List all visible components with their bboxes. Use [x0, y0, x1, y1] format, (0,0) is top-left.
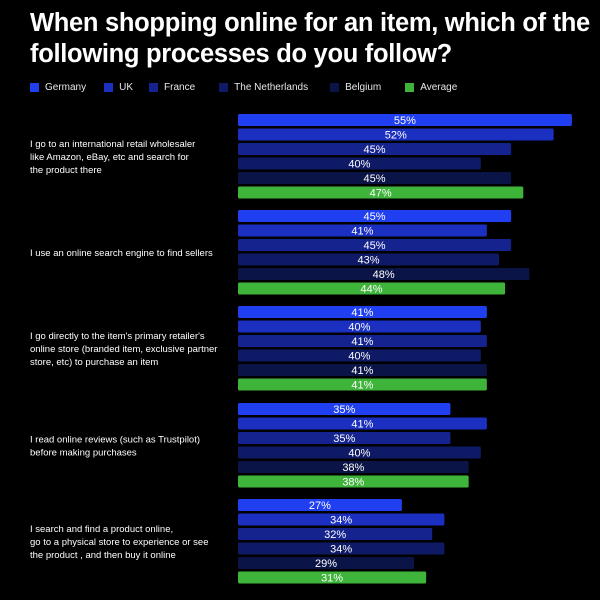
data-label: 38% — [342, 462, 364, 474]
bar-belgium — [238, 364, 487, 376]
category-label: I go to an international retail wholesal… — [30, 139, 195, 176]
data-label: 40% — [348, 322, 370, 334]
data-label: 55% — [394, 115, 416, 127]
data-label: 52% — [385, 130, 407, 142]
data-label: 41% — [351, 365, 373, 377]
legend-label: Belgium — [345, 81, 382, 93]
chart-legend: Germany UK France The Netherlands Belgium Ave… — [30, 80, 457, 94]
legend-label: UK — [119, 81, 134, 93]
legend-item-france: France — [149, 82, 195, 93]
data-label: 41% — [351, 307, 373, 319]
data-label: 27% — [309, 500, 331, 512]
legend-swatch — [149, 82, 159, 92]
bar-uk — [238, 320, 481, 333]
bar-germany — [238, 210, 512, 222]
category-label: I search and find a product online, go to… — [30, 524, 209, 561]
bar-france — [238, 239, 512, 251]
data-label: 29% — [315, 558, 337, 570]
legend-label: The Netherlands — [234, 81, 309, 93]
bar-the-netherlands — [238, 157, 481, 170]
data-label: 45% — [364, 144, 386, 156]
bar-the-netherlands — [238, 253, 500, 266]
legend-item-germany: Germany — [30, 82, 86, 93]
bar-germany — [238, 114, 572, 126]
bar-average — [238, 475, 469, 488]
data-label: 41% — [351, 380, 373, 392]
bar-average — [238, 186, 524, 199]
data-label: 35% — [333, 404, 355, 416]
data-label: 41% — [351, 419, 373, 431]
bar-uk — [238, 128, 554, 141]
data-label: 35% — [333, 433, 355, 445]
bar-average — [238, 378, 487, 391]
data-label: 48% — [373, 269, 395, 281]
data-label: 45% — [364, 240, 386, 252]
legend-label: France — [164, 81, 196, 93]
data-label: 34% — [330, 515, 352, 527]
data-label: 41% — [351, 226, 373, 238]
legend-label: Germany — [45, 81, 87, 93]
bar-the-netherlands — [238, 446, 481, 459]
bar-average — [238, 571, 427, 584]
legend-item-belgium: Belgium — [330, 82, 381, 93]
data-label: 40% — [348, 159, 370, 171]
bar-belgium — [238, 461, 469, 473]
legend-label: Average — [420, 81, 458, 93]
legend-swatch — [104, 82, 114, 92]
data-label: 45% — [364, 211, 386, 223]
bar-germany — [238, 403, 451, 415]
data-label: 45% — [364, 173, 386, 185]
bar-germany — [238, 306, 487, 318]
legend-swatch — [219, 82, 229, 92]
bar-france — [238, 335, 487, 347]
legend-item-the-netherlands: The Netherlands — [219, 82, 308, 93]
bar-belgium — [238, 268, 530, 280]
bar-germany — [238, 499, 402, 511]
category-label: I go directly to the item's primary reta… — [30, 331, 217, 368]
bar-uk — [238, 417, 487, 430]
data-label: 40% — [348, 448, 370, 460]
legend-swatch — [330, 82, 340, 92]
bar-uk — [238, 224, 487, 237]
data-label: 31% — [321, 573, 343, 585]
bar-uk — [238, 513, 445, 526]
legend-item-uk: UK — [104, 82, 133, 93]
bar-france — [238, 143, 512, 155]
bar-average — [238, 282, 506, 295]
data-label: 34% — [330, 544, 352, 556]
bar-the-netherlands — [238, 349, 481, 362]
data-label: 32% — [324, 529, 346, 541]
legend-swatch — [30, 82, 39, 92]
data-label: 43% — [357, 255, 379, 267]
bar-the-netherlands — [238, 542, 445, 555]
bar-france — [238, 432, 451, 444]
data-label: 38% — [342, 477, 364, 489]
legend-item-average: Average — [405, 82, 457, 93]
data-label: 40% — [348, 351, 370, 363]
category-label: I read online reviews (such as Trustpilo… — [30, 434, 200, 458]
legend-swatch — [405, 82, 415, 92]
data-label: 41% — [351, 336, 373, 348]
chart-title: When shopping online for an item, which … — [30, 9, 590, 68]
bar-france — [238, 528, 433, 540]
data-label: 44% — [361, 284, 383, 296]
bar-belgium — [238, 557, 415, 569]
data-label: 47% — [370, 188, 392, 200]
bar-belgium — [238, 172, 512, 184]
category-label: I use an online search engine to find se… — [30, 248, 213, 259]
